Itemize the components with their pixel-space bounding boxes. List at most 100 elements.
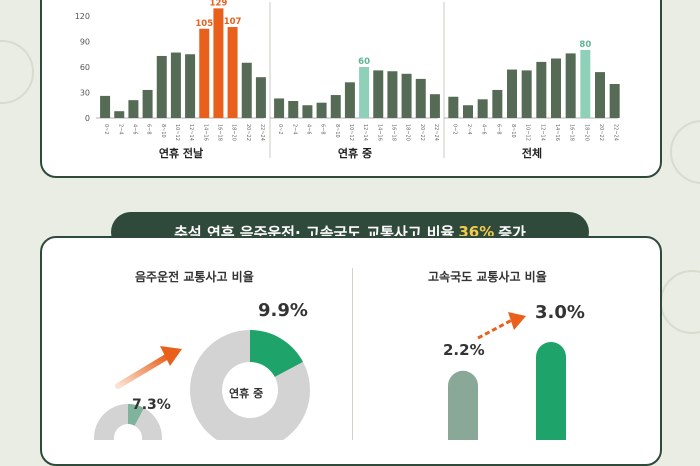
y-tick-label: 0 (85, 114, 90, 123)
bar (227, 27, 238, 118)
bar (114, 111, 125, 118)
x-tick-label: 14~16 (554, 124, 560, 141)
bar (100, 95, 111, 118)
x-tick-label: 18~20 (583, 124, 589, 141)
bar (429, 94, 440, 118)
x-tick-label: 4~6 (305, 124, 311, 135)
x-tick-label: 2~4 (117, 124, 123, 135)
data-label: 107 (224, 17, 242, 27)
x-tick-label: 14~16 (202, 124, 208, 141)
x-tick-label: 20~22 (419, 124, 425, 141)
bar (359, 67, 370, 118)
x-tick-label: 20~22 (598, 124, 604, 141)
data-label: 105 (195, 19, 213, 29)
x-tick-label: 10~12 (348, 124, 354, 141)
y-tick-label: 90 (80, 38, 90, 47)
bar (156, 55, 167, 118)
bar (199, 28, 210, 118)
data-label: 80 (579, 40, 591, 50)
x-tick-label: 2~4 (466, 124, 472, 135)
highway-bar (448, 370, 478, 440)
x-tick-label: 8~10 (334, 124, 340, 138)
donut-hole (222, 362, 278, 418)
bar (274, 98, 285, 118)
x-tick-label: 14~16 (376, 124, 382, 141)
bar (241, 62, 252, 118)
bar (448, 96, 459, 118)
x-tick-label: 18~20 (231, 124, 237, 141)
bar (213, 8, 224, 119)
bar (565, 53, 576, 118)
highway-arrow-head (508, 312, 526, 330)
bar (492, 89, 503, 118)
x-tick-label: 6~8 (495, 124, 501, 135)
x-tick-label: 12~14 (362, 124, 368, 141)
x-tick-label: 12~14 (188, 124, 194, 141)
trend-arrow-head (160, 346, 182, 366)
x-tick-label: 12~14 (539, 124, 545, 141)
bar (401, 73, 412, 118)
x-tick-label: 22~24 (433, 124, 439, 141)
x-tick-label: 4~6 (131, 124, 137, 135)
bar (387, 71, 398, 118)
bar (128, 100, 139, 118)
bar (330, 95, 341, 118)
x-tick-label: 22~24 (259, 124, 265, 141)
bar (415, 78, 426, 118)
highway-bar (536, 342, 566, 440)
bar (185, 54, 196, 118)
bar (302, 105, 313, 118)
x-tick-label: 10~12 (174, 124, 180, 141)
x-tick-label: 4~6 (481, 124, 487, 135)
x-tick-label: 20~22 (245, 124, 251, 141)
bar (255, 77, 266, 118)
hourly-accident-bar-chart: 0 30 60 90 120 0~2 2~4 4~6 6~8 8~10 10~12 12~14 105 1… (75, 0, 620, 160)
bar (170, 52, 181, 118)
bar (609, 84, 620, 118)
bar (373, 70, 384, 118)
x-tick-label: 16~18 (216, 124, 222, 141)
bar (142, 89, 153, 118)
y-tick-label: 30 (80, 89, 90, 98)
panel-label: 연휴 중 (338, 146, 372, 160)
x-tick-label: 6~8 (320, 124, 326, 135)
x-tick-label: 8~10 (160, 124, 166, 138)
bar (507, 69, 517, 118)
drink-big-percent: 9.9% (258, 300, 308, 321)
bar (580, 50, 591, 118)
x-tick-label: 10~12 (525, 124, 531, 141)
x-tick-label: 16~18 (569, 124, 575, 141)
x-tick-label: 22~24 (613, 124, 619, 141)
donut-center-label: 연휴 중 (229, 387, 264, 400)
x-tick-label: 0~2 (277, 124, 283, 135)
x-tick-label: 16~18 (390, 124, 396, 141)
panel-label: 연휴 전날 (159, 146, 203, 160)
x-tick-label: 0~2 (103, 124, 109, 135)
bar (551, 58, 561, 118)
bar (344, 82, 355, 118)
bar (536, 61, 547, 118)
x-tick-label: 18~20 (405, 124, 411, 141)
donut-small-hole (114, 424, 142, 440)
ratio-graphics (94, 312, 566, 440)
bar (595, 72, 605, 118)
x-tick-label: 2~4 (291, 124, 297, 135)
y-tick-label: 120 (75, 12, 90, 21)
data-label: 60 (358, 57, 370, 67)
highway-trend-arrow (477, 318, 513, 340)
bar (316, 102, 327, 118)
bar (463, 105, 473, 118)
highway-left-percent: 2.2% (443, 341, 485, 359)
highway-right-percent: 3.0% (535, 302, 585, 323)
y-tick-label: 60 (80, 63, 90, 72)
panel-label: 전체 (522, 146, 542, 160)
x-tick-label: 0~2 (451, 124, 457, 135)
bar (477, 99, 488, 118)
highway-title: 고속국도 교통사고 비율 (428, 270, 547, 284)
x-tick-label: 6~8 (146, 124, 152, 135)
bar (288, 101, 299, 118)
x-tick-label: 8~10 (510, 124, 516, 138)
bar (521, 70, 532, 118)
trend-arrow (115, 353, 171, 389)
data-label: 129 (210, 0, 228, 8)
